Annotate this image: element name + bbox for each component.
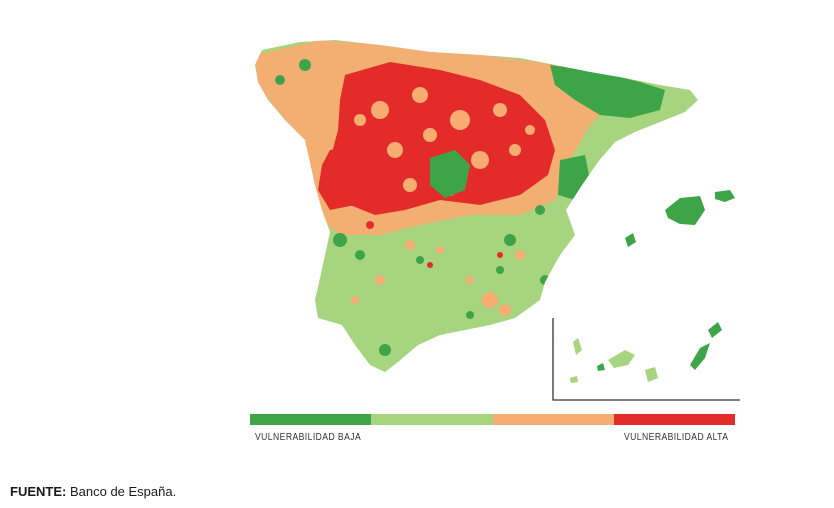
vulnerability-patches [255,40,665,356]
menorca [715,190,735,202]
legend-segment-mid-low [371,414,493,425]
source-text: Banco de España. [69,484,177,499]
source-label: FUENTE: [10,484,67,499]
red-zone-core [330,62,555,215]
orange-south-patches [351,240,525,316]
legend-bar [250,414,735,425]
balearic-islands [625,190,735,247]
lanzarote [708,322,722,338]
la-gomera [597,363,605,371]
gran-canaria [645,367,658,382]
legend-label-low: VULNERABILIDAD BAJA [255,432,362,443]
inset-frame [552,318,740,401]
source-note: FUENTE: Banco de España. [10,484,176,499]
orange-speckles [354,87,535,196]
ibiza [625,233,636,247]
el-hierro [570,376,578,383]
legend-segment-mid-high [492,414,614,425]
la-palma [573,338,582,355]
legend-segment-low [250,414,372,425]
mallorca [665,196,705,225]
red-south-spots [366,221,503,268]
fuerteventura [690,343,710,370]
legend-segment-high [613,414,735,425]
tenerife [608,350,635,368]
peninsula [255,40,698,372]
red-zone-west [318,145,370,210]
canary-inset [552,318,740,401]
legend-label-high: VULNERABILIDAD ALTA [624,432,729,443]
